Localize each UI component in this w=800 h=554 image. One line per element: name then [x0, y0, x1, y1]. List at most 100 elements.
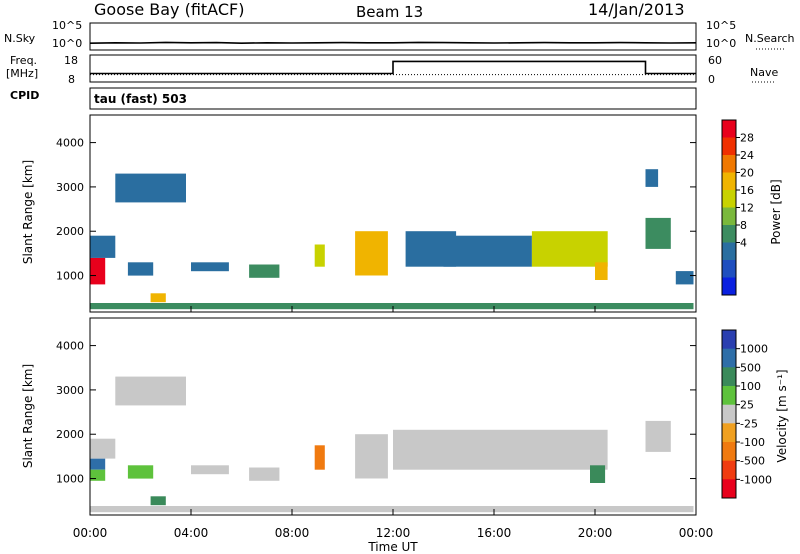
y-tick-label: 3000: [56, 384, 84, 397]
velocity-cell-11: [590, 465, 606, 483]
x-tick-label: 04:00: [174, 526, 209, 540]
x-tick-label: 00:00: [679, 526, 714, 540]
velocity-cell-10: [393, 429, 608, 470]
velocity-colorbar-label: Velocity [m s⁻¹]: [775, 369, 789, 462]
velocity-cell-1: [90, 469, 106, 481]
velocity-y-ticks: 4000 3000 2000 1000: [56, 340, 696, 486]
power-cell-6: [249, 264, 280, 278]
colorbar-tick-label: 4: [740, 237, 747, 250]
power-rti-data: [90, 169, 694, 310]
velocity-rti-data: [90, 376, 694, 513]
cpid-label: CPID: [10, 89, 39, 102]
power-colorbar: 28 24 20 16 12 8 4: [721, 119, 754, 296]
power-cell-1: [90, 235, 116, 258]
freq-panel-frame: [89, 54, 697, 83]
x-tick-label: 12:00: [376, 526, 411, 540]
colorbar-tick-label: -500: [740, 455, 765, 468]
noise-panel-frame: [89, 22, 697, 51]
noise-sky-line: [89, 41, 697, 45]
station-title: Goose Bay (fitACF): [94, 0, 244, 19]
colorbar-tick-label: 500: [740, 361, 761, 374]
power-panel-frame: [89, 114, 697, 313]
colorbar-swatch: [722, 442, 736, 462]
colorbar-tick-label: 8: [740, 219, 747, 232]
colorbar-swatch: [722, 330, 736, 350]
freq-left-tick-top: 18: [64, 54, 78, 67]
colorbar-swatch: [722, 120, 736, 138]
cpid-value: tau (fast) 503: [94, 92, 187, 106]
colorbar-swatch: [722, 367, 736, 387]
power-cell-4: [150, 293, 166, 303]
y-tick-label: 2000: [56, 428, 84, 441]
velocity-cell-12: [645, 420, 671, 452]
freq-right-tick-bottom: 0: [708, 73, 715, 86]
velocity-cell-0: [90, 458, 106, 470]
colorbar-swatch: [722, 404, 736, 424]
noise-right-label: N.Search: [745, 32, 795, 45]
y-tick-label: 1000: [56, 270, 84, 283]
power-cell-3: [127, 262, 154, 276]
y-tick-label: 1000: [56, 473, 84, 486]
colorbar-frame: [721, 329, 737, 499]
freq-label-line1: Freq.: [10, 54, 37, 67]
noise-right-tick-top: 10^5: [706, 19, 736, 32]
power-cell-10: [443, 235, 532, 267]
colorbar-swatch: [722, 190, 736, 208]
power-cell-16: [90, 303, 694, 310]
velocity-cell-3: [115, 376, 186, 406]
date-title: 14/Jan/2013: [588, 0, 685, 19]
velocity-cell-8: [314, 445, 325, 470]
colorbar-tick-label: 28: [740, 132, 754, 145]
colorbar-tick-label: -100: [740, 436, 765, 449]
y-tick-label: 2000: [56, 225, 84, 238]
velocity-panel-frame: [89, 317, 697, 516]
power-cell-12: [595, 262, 608, 280]
colorbar-swatch: [722, 479, 736, 499]
colorbar-swatch: [722, 172, 736, 191]
beam-title: Beam 13: [356, 3, 423, 21]
power-cell-11: [531, 231, 608, 267]
freq-label-line2: [MHz]: [6, 67, 38, 80]
power-cell-0: [90, 257, 106, 285]
power-colorbar-label: Power [dB]: [769, 179, 783, 244]
velocity-colorbar: 1000 500 100 25 -25 -100 -500 -1000: [721, 329, 772, 499]
nave-label: Nave: [750, 66, 778, 79]
power-y-axis-label: Slant Range [km]: [21, 160, 35, 264]
colorbar-swatch: [722, 460, 736, 480]
power-cell-2: [115, 173, 186, 203]
velocity-y-axis-label: Slant Range [km]: [21, 364, 35, 468]
y-tick-label: 3000: [56, 181, 84, 194]
colorbar-swatch: [722, 348, 736, 368]
power-y-ticks: 4000 3000 2000 1000: [56, 137, 696, 283]
colorbar-swatch: [722, 155, 736, 173]
power-cell-15: [675, 271, 694, 285]
x-axis-label: Time UT: [367, 540, 418, 554]
colorbar-tick-label: 1000: [740, 343, 768, 356]
noise-right-tick-bottom: 10^0: [706, 37, 736, 50]
freq-left-tick-bottom: 8: [68, 73, 75, 86]
y-tick-label: 4000: [56, 340, 84, 353]
power-cell-13: [645, 169, 659, 187]
colorbar-tick-label: 12: [740, 202, 754, 215]
colorbar-tick-label: 20: [740, 167, 754, 180]
colorbar-swatch: [722, 137, 736, 156]
x-axis-ticks: 00:00 04:00 08:00 12:00 16:00 20:00 00:00: [73, 306, 714, 540]
colorbar-tick-label: 25: [740, 399, 754, 412]
noise-left-tick-bottom: 10^0: [52, 37, 82, 50]
cpid-panel-frame: [89, 87, 697, 110]
noise-left-label: N.Sky: [4, 32, 36, 45]
velocity-cell-4: [127, 465, 154, 479]
x-tick-label: 20:00: [578, 526, 613, 540]
x-tick-label: 08:00: [275, 526, 310, 540]
power-cell-7: [314, 244, 325, 267]
velocity-cell-7: [249, 467, 280, 481]
x-tick-label: 00:00: [73, 526, 108, 540]
colorbar-swatch: [722, 207, 736, 226]
colorbar-tick-label: -25: [740, 417, 758, 430]
velocity-cell-5: [150, 496, 166, 506]
colorbar-tick-label: -1000: [740, 473, 772, 486]
colorbar-swatch: [722, 423, 736, 443]
noise-left-tick-top: 10^5: [52, 19, 82, 32]
colorbar-tick-label: 16: [740, 184, 754, 197]
